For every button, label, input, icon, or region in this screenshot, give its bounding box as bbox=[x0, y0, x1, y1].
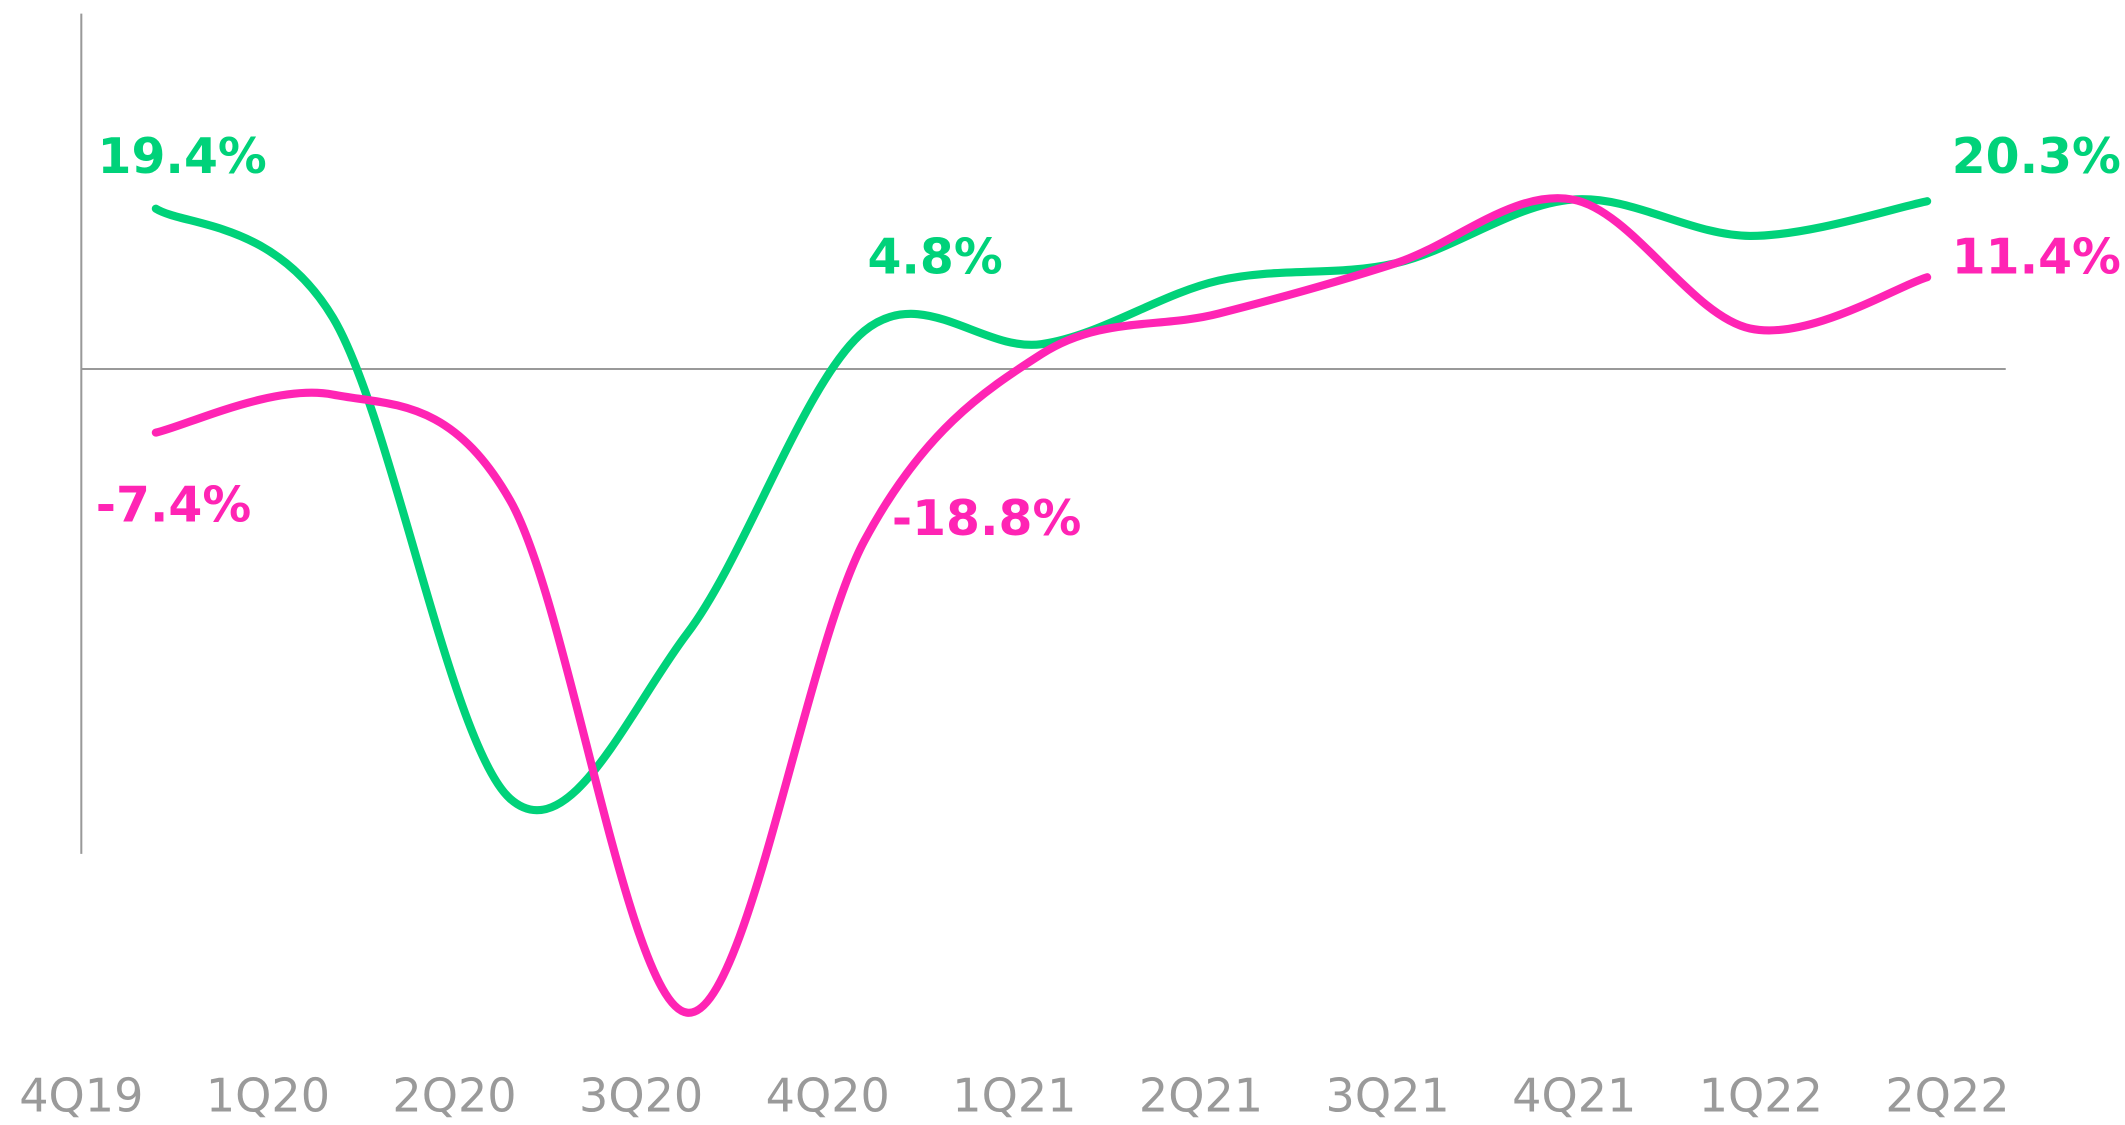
annotation: -7.4% bbox=[96, 476, 252, 533]
x-tick-label: 4Q19 bbox=[19, 1068, 143, 1122]
annotation: 20.3% bbox=[1952, 128, 2121, 185]
x-tick-label: 1Q21 bbox=[952, 1068, 1076, 1122]
x-tick-label: 4Q20 bbox=[766, 1068, 890, 1122]
x-tick-label: 4Q21 bbox=[1512, 1068, 1636, 1122]
x-tick-label: 2Q21 bbox=[1139, 1068, 1263, 1122]
annotation: -18.8% bbox=[892, 490, 1081, 547]
x-tick-label: 2Q20 bbox=[392, 1068, 516, 1122]
x-tick-label: 3Q21 bbox=[1326, 1068, 1450, 1122]
annotation: 19.4% bbox=[98, 128, 267, 185]
x-tick-label: 1Q20 bbox=[206, 1068, 330, 1122]
annotation: 11.4% bbox=[1952, 228, 2121, 285]
x-tick-label: 3Q20 bbox=[579, 1068, 703, 1122]
x-tick-label: 1Q22 bbox=[1699, 1068, 1823, 1122]
x-tick-label: 2Q22 bbox=[1885, 1068, 2009, 1122]
series-line bbox=[151, 194, 1932, 1017]
annotation: 4.8% bbox=[867, 228, 1002, 285]
